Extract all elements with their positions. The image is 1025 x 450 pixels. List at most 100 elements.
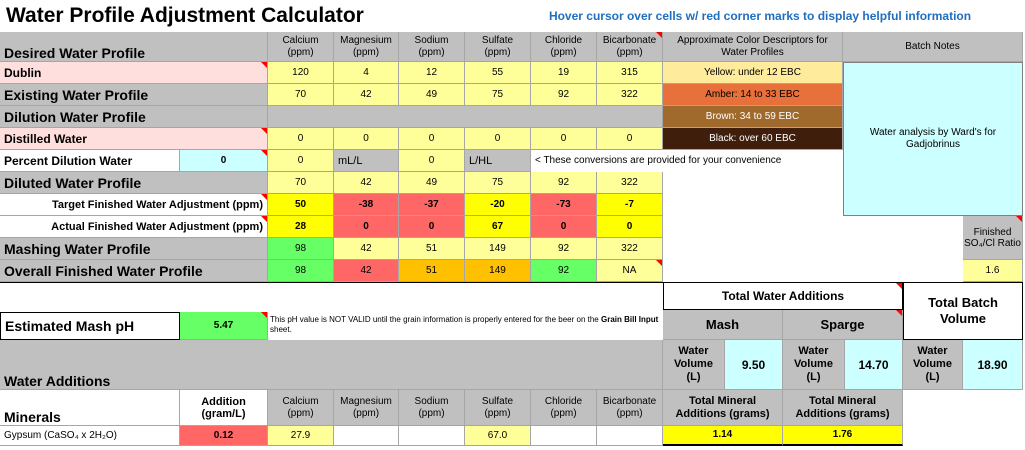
dilution-l-unit: L/HL <box>465 150 531 172</box>
hint-text: Hover cursor over cells w/ red corner ma… <box>548 9 972 23</box>
percent-dilution-input[interactable]: 0 <box>180 150 268 172</box>
mineral-row-name: Gypsum (CaSO₄ x 2H₂O) <box>0 426 180 446</box>
mashing-calcium[interactable]: 98 <box>268 238 334 260</box>
target-sulfate[interactable]: -20 <box>465 194 531 216</box>
sparge-volume-value[interactable]: 14.70 <box>845 340 903 390</box>
conversion-note: < These conversions are provided for you… <box>535 155 782 166</box>
existing-bicarbonate[interactable]: 322 <box>597 84 663 106</box>
batch-notes-header: Batch Notes <box>843 32 1023 62</box>
distilled-sulfate[interactable]: 0 <box>465 128 531 150</box>
diluted-profile-label: Diluted Water Profile <box>0 172 268 194</box>
color-descriptor-yellow: Yellow: under 12 EBC <box>663 62 843 84</box>
actual-chloride[interactable]: 0 <box>531 216 597 238</box>
total-water-additions-header[interactable]: Total Water Additions <box>663 282 903 310</box>
sparge-total-mineral-header: Total Mineral Additions (grams) <box>783 390 903 426</box>
batch-volume-label: Water Volume (L) <box>903 340 963 390</box>
batch-notes-field[interactable]: Water analysis by Ward's for Gadjobrinus <box>843 62 1023 216</box>
existing-sulfate[interactable]: 75 <box>465 84 531 106</box>
mineral-chloride <box>531 426 597 446</box>
minerals-label: Minerals <box>0 390 180 426</box>
color-descriptor-brown: Brown: 34 to 59 EBC <box>663 106 843 128</box>
separator <box>0 282 663 310</box>
existing-sodium[interactable]: 49 <box>399 84 465 106</box>
overall-magnesium[interactable]: 42 <box>334 260 399 282</box>
dublin-sulfate[interactable]: 55 <box>465 62 531 84</box>
distilled-bicarbonate[interactable]: 0 <box>597 128 663 150</box>
mineral-col-chloride: Chloride (ppm) <box>531 390 597 426</box>
sparge-header[interactable]: Sparge <box>783 310 903 340</box>
mineral-addition-input[interactable]: 0.12 <box>180 426 268 446</box>
actual-adjustment-label[interactable]: Actual Finished Water Adjustment (ppm) <box>0 216 268 238</box>
actual-calcium[interactable]: 28 <box>268 216 334 238</box>
actual-sulfate[interactable]: 67 <box>465 216 531 238</box>
mineral-calcium: 27.9 <box>268 426 334 446</box>
desired-profile-label: Desired Water Profile <box>0 32 268 62</box>
distilled-label[interactable]: Distilled Water <box>0 128 268 150</box>
mash-volume-value[interactable]: 9.50 <box>725 340 783 390</box>
overall-sodium[interactable]: 51 <box>399 260 465 282</box>
dublin-sodium[interactable]: 12 <box>399 62 465 84</box>
so4-cl-ratio-header[interactable]: Finished SO₄/Cl Ratio <box>963 216 1023 260</box>
target-magnesium[interactable]: -38 <box>334 194 399 216</box>
target-calcium[interactable]: 50 <box>268 194 334 216</box>
mashing-sodium[interactable]: 51 <box>399 238 465 260</box>
existing-chloride[interactable]: 92 <box>531 84 597 106</box>
col-header-calcium: Calcium (ppm) <box>268 32 334 62</box>
mashing-chloride[interactable]: 92 <box>531 238 597 260</box>
overall-sulfate[interactable]: 149 <box>465 260 531 282</box>
dublin-chloride[interactable]: 19 <box>531 62 597 84</box>
existing-calcium[interactable]: 70 <box>268 84 334 106</box>
diluted-calcium[interactable]: 70 <box>268 172 334 194</box>
col-header-bicarbonate[interactable]: Bicarbonate (ppm) <box>597 32 663 62</box>
target-chloride[interactable]: -73 <box>531 194 597 216</box>
existing-profile-label: Existing Water Profile <box>0 84 268 106</box>
col-header-sodium: Sodium (ppm) <box>399 32 465 62</box>
mashing-sulfate[interactable]: 149 <box>465 238 531 260</box>
actual-magnesium[interactable]: 0 <box>334 216 399 238</box>
mash-total-mineral-header: Total Mineral Additions (grams) <box>663 390 783 426</box>
mash-ph-note: This pH value is NOT VALID until the gra… <box>270 315 659 334</box>
actual-bicarbonate[interactable]: 0 <box>597 216 663 238</box>
grain-bill-link[interactable]: Grain Bill Input <box>600 315 659 324</box>
col-header-sulfate: Sulfate (ppm) <box>465 32 531 62</box>
diluted-magnesium[interactable]: 42 <box>334 172 399 194</box>
target-bicarbonate[interactable]: -7 <box>597 194 663 216</box>
dublin-bicarbonate[interactable]: 315 <box>597 62 663 84</box>
mash-ph-value[interactable]: 5.47 <box>180 312 268 340</box>
dublin-magnesium[interactable]: 4 <box>334 62 399 84</box>
existing-magnesium[interactable]: 42 <box>334 84 399 106</box>
overall-chloride[interactable]: 92 <box>531 260 597 282</box>
target-sodium[interactable]: -37 <box>399 194 465 216</box>
diluted-sodium[interactable]: 49 <box>399 172 465 194</box>
overall-bicarbonate[interactable]: NA <box>597 260 663 282</box>
mashing-bicarbonate[interactable]: 322 <box>597 238 663 260</box>
mineral-sodium <box>399 426 465 446</box>
diluted-chloride[interactable]: 92 <box>531 172 597 194</box>
mineral-sulfate: 67.0 <box>465 426 531 446</box>
diluted-sulfate[interactable]: 75 <box>465 172 531 194</box>
distilled-calcium[interactable]: 0 <box>268 128 334 150</box>
distilled-chloride[interactable]: 0 <box>531 128 597 150</box>
target-adjustment-label[interactable]: Target Finished Water Adjustment (ppm) <box>0 194 268 216</box>
dilution-profile-blank <box>268 106 663 128</box>
overall-profile-label: Overall Finished Water Profile <box>0 260 268 282</box>
mash-volume-label: Water Volume (L) <box>663 340 725 390</box>
sparge-total-mineral-value: 1.76 <box>783 426 903 446</box>
distilled-magnesium[interactable]: 0 <box>334 128 399 150</box>
mineral-magnesium <box>334 426 399 446</box>
col-header-magnesium: Magnesium (ppm) <box>334 32 399 62</box>
mashing-magnesium[interactable]: 42 <box>334 238 399 260</box>
col-header-chloride: Chloride (ppm) <box>531 32 597 62</box>
dublin-calcium[interactable]: 120 <box>268 62 334 84</box>
overall-calcium[interactable]: 98 <box>268 260 334 282</box>
actual-sodium[interactable]: 0 <box>399 216 465 238</box>
dilution-profile-label: Dilution Water Profile <box>0 106 268 128</box>
dublin-label[interactable]: Dublin <box>0 62 268 84</box>
distilled-sodium[interactable]: 0 <box>399 128 465 150</box>
mineral-bicarbonate <box>597 426 663 446</box>
color-descriptor-amber: Amber: 14 to 33 EBC <box>663 84 843 106</box>
total-batch-volume-header: Total Batch Volume <box>903 282 1023 340</box>
diluted-bicarbonate[interactable]: 322 <box>597 172 663 194</box>
addition-header: Addition (gram/L) <box>180 390 268 426</box>
dilution-l-value: 0 <box>399 150 465 172</box>
